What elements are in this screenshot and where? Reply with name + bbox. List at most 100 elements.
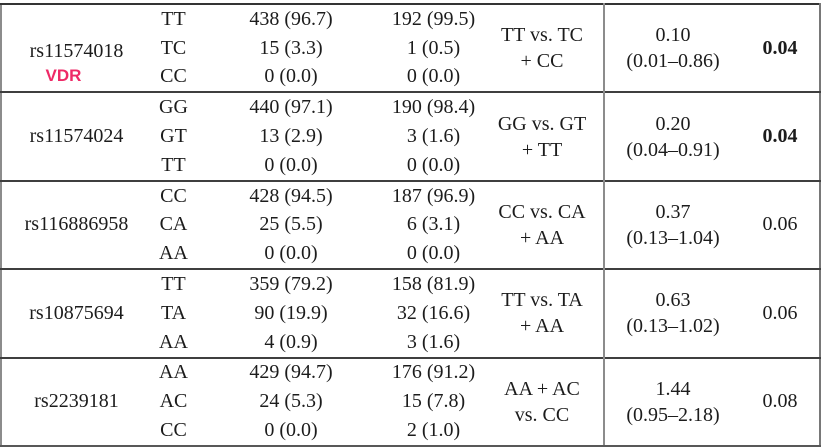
comparison-line1: GG vs. GT (497, 112, 587, 135)
genotype-cell: GT (160, 125, 187, 148)
cases-cell: 90 (19.9) (254, 301, 328, 324)
controls-cell: 158 (81.9) (391, 273, 476, 296)
comparison-cell: TT vs. TA + AA (481, 269, 604, 357)
comparison-line1: TT vs. TC (500, 24, 584, 47)
cases-cell: 0 (0.0) (264, 242, 318, 265)
cases-cell: 438 (96.7) (249, 7, 333, 30)
controls-cell: 176 (91.2) (391, 361, 476, 384)
table-row: CC 0 (0.0) 2 (1.0) (1, 416, 820, 447)
genotype-cell: AA (159, 242, 188, 265)
p-value-cell: 0.04 (762, 36, 798, 59)
genotype-cell: TA (160, 301, 187, 324)
controls-cell: 6 (3.1) (406, 213, 461, 236)
genotype-cell: TT (161, 273, 186, 296)
table-row: TC 15 (3.3) 1 (0.5) (1, 34, 820, 63)
controls-cell: 3 (1.6) (406, 330, 461, 353)
controls-cell: 1 (0.5) (406, 36, 461, 59)
cases-cell: 0 (0.0) (264, 65, 318, 88)
controls-cell: 0 (0.0) (406, 242, 461, 265)
genotype-cell: AA (159, 330, 188, 353)
comparison-line1: AA + AC (504, 377, 580, 400)
comparison-cell: AA + AC vs. CC (481, 358, 604, 447)
genotype-cell: CA (159, 213, 188, 236)
or-value: 0.37 (655, 200, 691, 223)
cases-cell: 13 (2.9) (259, 125, 323, 148)
comparison-line1: TT vs. TA (501, 289, 583, 312)
snp-group-rs11574018: rs11574018 VDR TT 438 (96.7) 192 (99.5) … (1, 4, 820, 93)
snp-group-rs11574024: rs11574024 GG 440 (97.1) 190 (98.4) GG v… (1, 92, 820, 181)
controls-cell: 187 (96.9) (391, 184, 476, 207)
genotype-cell: CC (160, 184, 187, 207)
or-ci: (0.13–1.02) (626, 315, 720, 338)
comparison-line2: + CC (520, 50, 564, 73)
or-value: 0.20 (655, 112, 691, 135)
genotype-cell: TT (161, 7, 186, 30)
comparison-line2: vs. CC (514, 403, 570, 426)
cases-cell: 25 (5.5) (259, 213, 323, 236)
cases-cell: 428 (94.5) (249, 184, 333, 207)
genotype-cell: TT (161, 153, 186, 176)
p-value-cell: 0.08 (762, 390, 798, 413)
snp-group-rs10875694: rs10875694 TT 359 (79.2) 158 (81.9) TT v… (1, 269, 820, 358)
cases-cell: 24 (5.3) (259, 390, 323, 413)
genotype-cell: CC (160, 419, 187, 442)
comparison-cell: CC vs. CA + AA (481, 181, 604, 269)
table-row: rs10875694 TT 359 (79.2) 158 (81.9) TT v… (1, 269, 820, 358)
or-value: 0.10 (655, 24, 691, 47)
cases-cell: 15 (3.3) (259, 36, 323, 59)
or-ci: (0.13–1.04) (626, 226, 720, 249)
controls-cell: 192 (99.5) (391, 7, 476, 30)
controls-cell: 3 (1.6) (406, 125, 461, 148)
genotype-cell: CC (160, 65, 187, 88)
odds-ratio-cell: 0.63 (0.13–1.02) (603, 269, 741, 358)
snp-cell: rs10875694 (29, 301, 124, 324)
cases-cell: 440 (97.1) (249, 96, 333, 119)
table-row: rs116886958 CC 428 (94.5) 187 (96.9) CC … (1, 180, 820, 270)
snp-cell: rs11574024 (29, 125, 124, 148)
cases-cell: 429 (94.7) (249, 361, 333, 384)
genotype-cell: AA (159, 361, 188, 384)
controls-cell: 0 (0.0) (406, 153, 461, 176)
odds-ratio-cell: 0.20 (0.04–0.91) (603, 92, 741, 181)
controls-cell: 0 (0.0) (406, 65, 461, 88)
table-row: CC 0 (0.0) 0 (0.0) (1, 63, 820, 93)
p-value-cell: 0.04 (762, 125, 798, 148)
cases-cell: 4 (0.9) (264, 330, 318, 353)
snp-cell: rs116886958 (24, 213, 129, 236)
snp-cell: rs11574018 VDR (1, 4, 151, 92)
gene-label: VDR (45, 66, 82, 86)
table-row: AA 0 (0.0) 0 (0.0) (1, 239, 820, 269)
odds-ratio-cell: 0.37 (0.13–1.04) (603, 180, 741, 270)
or-value: 0.63 (655, 289, 691, 312)
p-value-cell: 0.06 (762, 213, 798, 236)
table-row: CA 25 (5.5) 6 (3.1) (1, 211, 820, 240)
genotype-cell: TC (160, 36, 187, 59)
genotype-cell: AC (159, 390, 188, 413)
controls-cell: 190 (98.4) (391, 96, 476, 119)
or-ci: (0.01–0.86) (626, 50, 720, 73)
table-row: GT 13 (2.9) 3 (1.6) (1, 122, 820, 151)
table-row: AC 24 (5.3) 15 (7.8) (1, 387, 820, 416)
genotype-cell: GG (159, 96, 188, 119)
or-ci: (0.95–2.18) (626, 403, 720, 426)
snp-id: rs11574018 (29, 40, 124, 63)
comparison-cell: GG vs. GT + TT (481, 92, 604, 180)
cases-cell: 359 (79.2) (249, 273, 333, 296)
controls-cell: 15 (7.8) (401, 390, 466, 413)
or-ci: (0.04–0.91) (626, 138, 720, 161)
table-row: rs11574018 VDR TT 438 (96.7) 192 (99.5) … (1, 4, 820, 93)
p-value-cell: 0.06 (762, 301, 798, 324)
table-row: TA 90 (19.9) 32 (16.6) (1, 299, 820, 328)
cases-cell: 0 (0.0) (264, 419, 318, 442)
odds-ratio-cell: 1.44 (0.95–2.18) (603, 357, 741, 447)
snp-group-rs2239181: rs2239181 AA 429 (94.7) 176 (91.2) AA + … (1, 357, 820, 447)
genotype-association-table: rs11574018 VDR TT 438 (96.7) 192 (99.5) … (0, 3, 821, 447)
comparison-cell: TT vs. TC + CC (481, 4, 604, 92)
odds-ratio-cell: 0.10 (0.01–0.86) (603, 4, 741, 93)
table-row: AA 4 (0.9) 3 (1.6) (1, 328, 820, 358)
comparison-line1: CC vs. CA (498, 200, 586, 223)
controls-cell: 32 (16.6) (396, 301, 471, 324)
table-row: TT 0 (0.0) 0 (0.0) (1, 151, 820, 181)
snp-cell: rs2239181 (34, 390, 119, 413)
